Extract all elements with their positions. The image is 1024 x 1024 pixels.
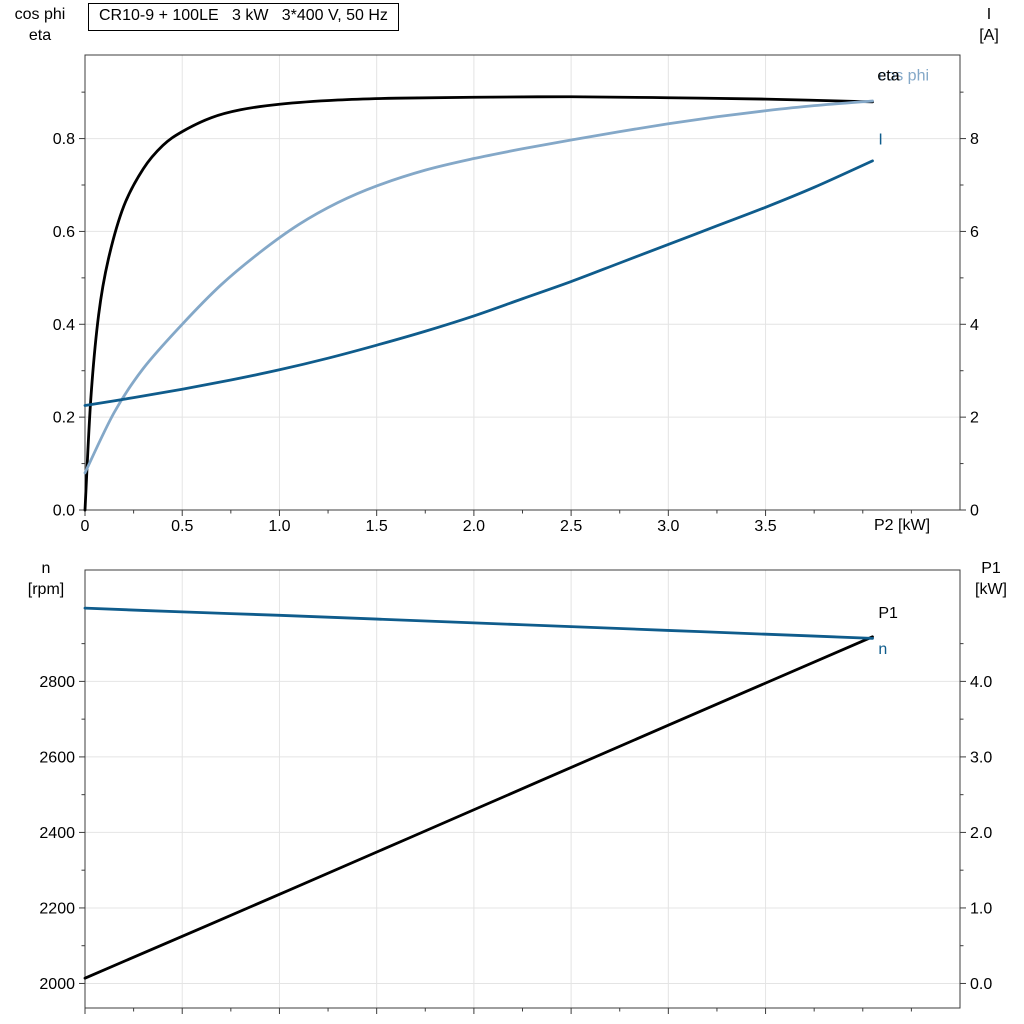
top-chart-right-axis-title: I [A] [962, 4, 1016, 46]
eta-axis-label: eta [28, 27, 52, 44]
y-right-tick-label: 1.0 [970, 900, 992, 917]
x-tick-label: 3.5 [754, 518, 776, 535]
y-right-tick-label: 4 [970, 317, 979, 334]
y-left-tick-label: 0.4 [53, 317, 75, 334]
series-label-I: I [878, 132, 882, 149]
top-chart-left-axis-title: cos phi eta [4, 4, 76, 46]
y-right-tick-label: 0 [970, 503, 979, 520]
plot-frame [84, 54, 961, 511]
x-tick-label: 0 [81, 518, 90, 535]
y-left-tick-label: 2600 [39, 749, 75, 766]
y-left-tick-label: 2400 [39, 825, 75, 842]
bottom-chart-right-axis-title: P1 [kW] [962, 558, 1020, 600]
series-label-cos-phi: cos phi [878, 68, 929, 85]
y-left-tick-label: 0.8 [53, 131, 75, 148]
bottom-chart-left-axis-title: n [rpm] [10, 558, 82, 600]
curve-n [83, 606, 874, 640]
y-left-tick-label: 2200 [39, 900, 75, 917]
series-label-n: n [878, 641, 887, 658]
y-left-tick-label: 0.0 [53, 503, 75, 520]
series-label-P1: P1 [878, 605, 898, 622]
curve-P1 [83, 635, 874, 980]
y-right-tick-label: 8 [970, 131, 979, 148]
p1-axis-label: P1 [981, 560, 1001, 577]
x-tick-label: 1.0 [268, 518, 290, 535]
x-tick-label: 2.0 [463, 518, 485, 535]
y-left-tick-label: 0.2 [53, 410, 75, 427]
x-tick-label: 3.0 [657, 518, 679, 535]
y-right-tick-label: 2 [970, 410, 979, 427]
x-tick-label: 1.5 [366, 518, 388, 535]
y-left-tick-label: 2800 [39, 674, 75, 691]
y-right-tick-label: 2.0 [970, 825, 992, 842]
cos-phi-axis-label: cos phi [14, 6, 66, 23]
y-right-tick-label: 0.0 [970, 976, 992, 993]
y-left-tick-label: 0.6 [53, 224, 75, 241]
x-tick-label: 2.5 [560, 518, 582, 535]
motor-load-chart: 0 0.5 1.0 1.5 2.0 2.5 3.0 3.5 0.0 0.2 0.4 0.6 0.8 0 2 4… [53, 54, 979, 535]
y-left-tick-label: 2000 [39, 976, 75, 993]
p1-unit-label: [kW] [975, 581, 1007, 598]
p2-axis-title: P2 [kW] [874, 517, 931, 534]
speed-unit-label: [rpm] [27, 581, 65, 598]
y-right-tick-label: 3.0 [970, 749, 992, 766]
current-unit-label: [A] [979, 27, 999, 44]
curve-eta [83, 95, 874, 512]
curve-I [83, 159, 874, 407]
y-right-tick-label: 6 [970, 224, 979, 241]
curve-cos-phi [83, 99, 874, 475]
chart-title: CR10-9 + 100LE 3 kW 3*400 V, 50 Hz [88, 3, 399, 31]
speed-axis-label: n [41, 560, 51, 577]
series-label-eta: eta [877, 68, 899, 85]
speed-power-chart: 2000 2200 2400 2600 2800 0.0 1.0 2.0 3.0 4.0 P1 n [39, 569, 992, 1014]
x-tick-label: 0.5 [171, 518, 193, 535]
current-axis-label: I [986, 6, 992, 23]
y-right-tick-label: 4.0 [970, 674, 992, 691]
